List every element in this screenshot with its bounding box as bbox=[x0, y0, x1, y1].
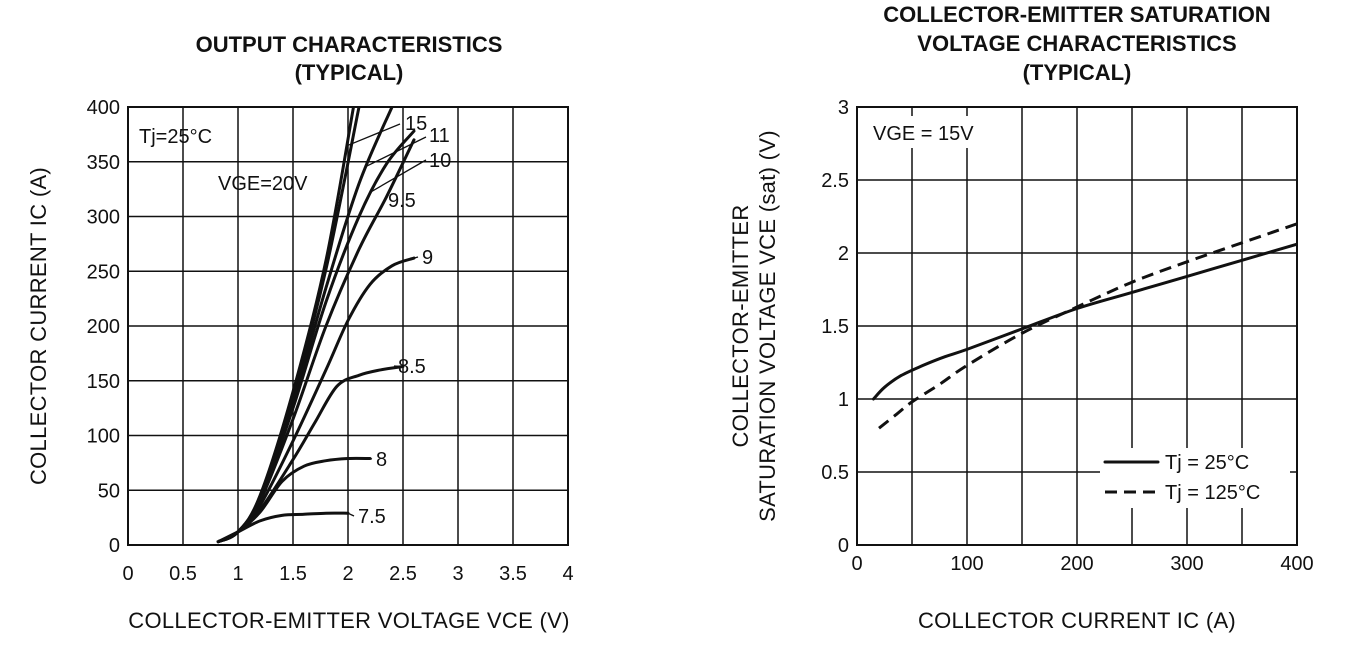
chart1-annotation-tj: Tj=25°C bbox=[139, 126, 212, 148]
chart2-plot-frame bbox=[856, 106, 1298, 546]
chart2-xtick-label: 0 bbox=[851, 553, 862, 575]
chart1-ytick-label: 250 bbox=[87, 261, 120, 283]
chart2-series-line bbox=[878, 222, 1297, 430]
chart2-series-line bbox=[872, 242, 1297, 401]
chart2-ytick-label: 0.5 bbox=[821, 462, 849, 484]
chart1-xtick-label: 1 bbox=[232, 563, 243, 585]
chart1-ytick-label: 0 bbox=[109, 535, 120, 557]
chart2-annotation-vge: VGE = 15V bbox=[873, 123, 974, 145]
chart2-ytick-label: 1 bbox=[838, 389, 849, 411]
chart1-title: (TYPICAL) bbox=[295, 60, 404, 85]
chart1-series-line bbox=[216, 138, 416, 544]
chart1-xtick-label: 4 bbox=[562, 563, 573, 585]
chart1-ytick-label: 150 bbox=[87, 371, 120, 393]
chart2-title: (TYPICAL) bbox=[1023, 60, 1132, 85]
chart1-ytick-label: 300 bbox=[87, 207, 120, 229]
chart2-title: VOLTAGE CHARACTERISTICS bbox=[917, 31, 1236, 56]
chart1-xlabel: COLLECTOR-EMITTER VOLTAGE VCE (V) bbox=[128, 608, 569, 633]
chart1-xtick-label: 1.5 bbox=[279, 563, 307, 585]
chart1-ylabel: COLLECTOR CURRENT IC (A) bbox=[26, 167, 51, 485]
chart1-series-leader bbox=[347, 512, 355, 517]
chart1-xtick-label: 0.5 bbox=[169, 563, 197, 585]
chart1-series-label: 11 bbox=[429, 125, 450, 147]
chart2-series-group bbox=[872, 222, 1297, 430]
chart1-series-label: 15 bbox=[405, 113, 427, 135]
chart1-series-label: 8 bbox=[376, 449, 387, 471]
chart2-legend-label: Tj = 25°C bbox=[1165, 452, 1249, 474]
chart1-xtick-label: 3.5 bbox=[499, 563, 527, 585]
chart2-ytick-label: 2 bbox=[838, 243, 849, 265]
chart2-ytick-label: 2.5 bbox=[821, 170, 849, 192]
chart1-series-label: 7.5 bbox=[358, 506, 386, 528]
chart1-ytick-label: 50 bbox=[98, 480, 120, 502]
chart2-title: COLLECTOR-EMITTER SATURATION bbox=[883, 2, 1270, 27]
chart2-annotation-bg bbox=[868, 116, 996, 148]
chart1-xtick-label: 2.5 bbox=[389, 563, 417, 585]
chart2-legend-box bbox=[1100, 448, 1290, 508]
chart1-title: OUTPUT CHARACTERISTICS bbox=[196, 32, 503, 57]
chart1-ytick-label: 400 bbox=[87, 97, 120, 119]
chart1-series-group bbox=[216, 107, 416, 544]
chart2-ylabel: COLLECTOR-EMITTER bbox=[728, 204, 753, 447]
chart1-xtick-label: 3 bbox=[452, 563, 463, 585]
chart1-series-leader bbox=[364, 136, 427, 168]
chart1-series-leader bbox=[369, 159, 427, 193]
chart1-series-label: 8.5 bbox=[398, 356, 426, 378]
chart2-ytick-label: 3 bbox=[838, 97, 849, 119]
chart1-series-leader bbox=[413, 256, 419, 259]
chart2-xtick-label: 200 bbox=[1060, 553, 1093, 575]
chart1-xtick-label: 0 bbox=[122, 563, 133, 585]
chart1-ytick-label: 100 bbox=[87, 426, 120, 448]
chart2-xlabel: COLLECTOR CURRENT IC (A) bbox=[918, 608, 1236, 633]
chart2-xtick-label: 400 bbox=[1280, 553, 1313, 575]
chart1-plot-frame bbox=[127, 106, 569, 546]
chart1-annotation-vge: VGE=20V bbox=[218, 173, 308, 195]
chart1-series-line bbox=[216, 511, 350, 544]
chart2-xtick-label: 300 bbox=[1170, 553, 1203, 575]
chart1-series-label: 9 bbox=[422, 247, 433, 269]
chart1-series-leader bbox=[369, 457, 373, 460]
chart2-legend-label: Tj = 125°C bbox=[1165, 482, 1260, 504]
chart1-xtick-label: 2 bbox=[342, 563, 353, 585]
chart2-ylabel: SATURATION VOLTAGE VCE (sat) (V) bbox=[755, 130, 780, 522]
chart2-ytick-label: 1.5 bbox=[821, 316, 849, 338]
chart2-ytick-label: 0 bbox=[838, 535, 849, 557]
chart1-ytick-label: 200 bbox=[87, 316, 120, 338]
chart2-xtick-label: 100 bbox=[950, 553, 983, 575]
chart1-series-leader bbox=[393, 365, 404, 368]
chart1-series-leader bbox=[347, 123, 401, 146]
chart1-ytick-label: 350 bbox=[87, 152, 120, 174]
chart1-series-label: 10 bbox=[429, 150, 451, 172]
chart1-series-label: 9.5 bbox=[388, 190, 416, 212]
